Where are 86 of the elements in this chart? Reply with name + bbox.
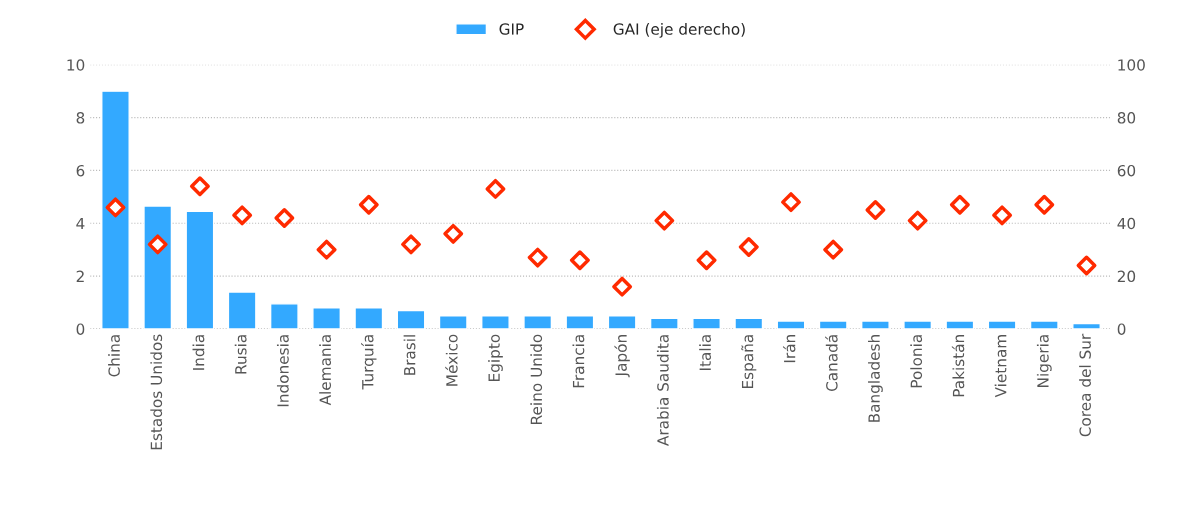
x-tick-label: Arabia Saudita	[656, 335, 669, 446]
point	[738, 237, 759, 257]
x-tick-label: India	[192, 335, 205, 370]
x-tick-label: Rusia	[234, 335, 247, 374]
x-tick-label: México	[445, 334, 458, 386]
point	[274, 208, 295, 228]
y2-tick-label: 20	[1117, 270, 1136, 283]
legend-label: GAI (eje derecho)	[613, 23, 745, 38]
x-tick-label: Reino Unido	[530, 334, 543, 424]
point	[147, 234, 168, 255]
x-tick-label: Japón	[614, 335, 630, 378]
bar	[607, 315, 637, 329]
x-tick-label: Indonesia	[276, 335, 289, 407]
x-tick-label: España	[741, 335, 757, 389]
point	[527, 247, 548, 268]
bar	[734, 317, 764, 329]
y2-tick-label: 40	[1117, 217, 1136, 230]
point	[232, 205, 253, 226]
x-tick-label: Bangladesh	[868, 335, 883, 422]
x-tick-label: Italia	[699, 335, 711, 370]
x-tick-label: Corea del Sur	[1079, 333, 1091, 437]
point	[949, 194, 970, 215]
y-tick-label: 6	[76, 164, 85, 177]
point	[654, 210, 675, 231]
x-tick-label: Pakistán	[951, 335, 965, 397]
x-tick-label: Egipto	[488, 334, 503, 381]
y-tick-label: 10	[67, 59, 85, 71]
bar	[565, 315, 595, 329]
bar	[945, 320, 975, 329]
x-tick-label: Irán	[782, 335, 796, 363]
x-tick-label: Alemania	[319, 335, 332, 406]
x-tick-label: Polonia	[910, 335, 923, 388]
bar	[861, 320, 890, 329]
bar	[987, 320, 1017, 329]
bar	[438, 315, 468, 329]
y2-tick-label: 100	[1118, 59, 1145, 71]
x-tick-label: Canadá	[825, 335, 838, 392]
bar	[185, 210, 215, 329]
point	[189, 176, 210, 197]
bar	[776, 320, 806, 329]
point	[907, 210, 928, 231]
y2-tick-label: 80	[1117, 112, 1136, 124]
y-tick-label: 8	[76, 112, 85, 124]
x-tick-label: Nigeria	[1036, 335, 1052, 387]
x-tick-label: Estados Unidos	[150, 334, 163, 450]
y2-tick-label: 0	[1117, 323, 1126, 335]
bar	[354, 307, 384, 329]
point	[569, 250, 590, 271]
bar	[269, 303, 299, 329]
point	[612, 276, 633, 297]
point	[401, 234, 421, 255]
legend-label: GIP	[499, 23, 524, 35]
x-tick-label: China	[108, 335, 120, 377]
point	[485, 178, 506, 199]
point	[105, 197, 126, 218]
point	[1034, 194, 1055, 215]
y2-tick-label: 60	[1117, 164, 1136, 177]
bar	[143, 205, 173, 329]
bar	[101, 90, 130, 329]
bar	[649, 317, 679, 329]
x-tick-label: Turquía	[361, 335, 377, 390]
bar	[523, 315, 553, 329]
bar	[1072, 322, 1101, 329]
point	[992, 205, 1013, 226]
point	[316, 239, 337, 260]
x-tick-label: Brasil	[403, 335, 416, 375]
bar	[227, 291, 257, 329]
point	[1076, 255, 1097, 276]
point	[865, 200, 886, 221]
x-tick-label: Francia	[572, 335, 585, 388]
bar	[692, 317, 721, 329]
x-tick-label: Vietnam	[994, 335, 1007, 398]
y-tick-label: 4	[76, 217, 85, 230]
y-tick-label: 0	[76, 323, 85, 335]
bar	[396, 309, 426, 329]
bar	[481, 315, 510, 329]
point	[781, 192, 801, 213]
point	[823, 239, 844, 260]
bar	[818, 320, 848, 329]
point	[696, 250, 717, 271]
bar	[903, 320, 933, 329]
point	[358, 194, 379, 215]
bar	[1029, 320, 1059, 329]
point	[443, 223, 464, 244]
y-tick-label: 2	[76, 270, 84, 282]
bar	[312, 307, 341, 329]
